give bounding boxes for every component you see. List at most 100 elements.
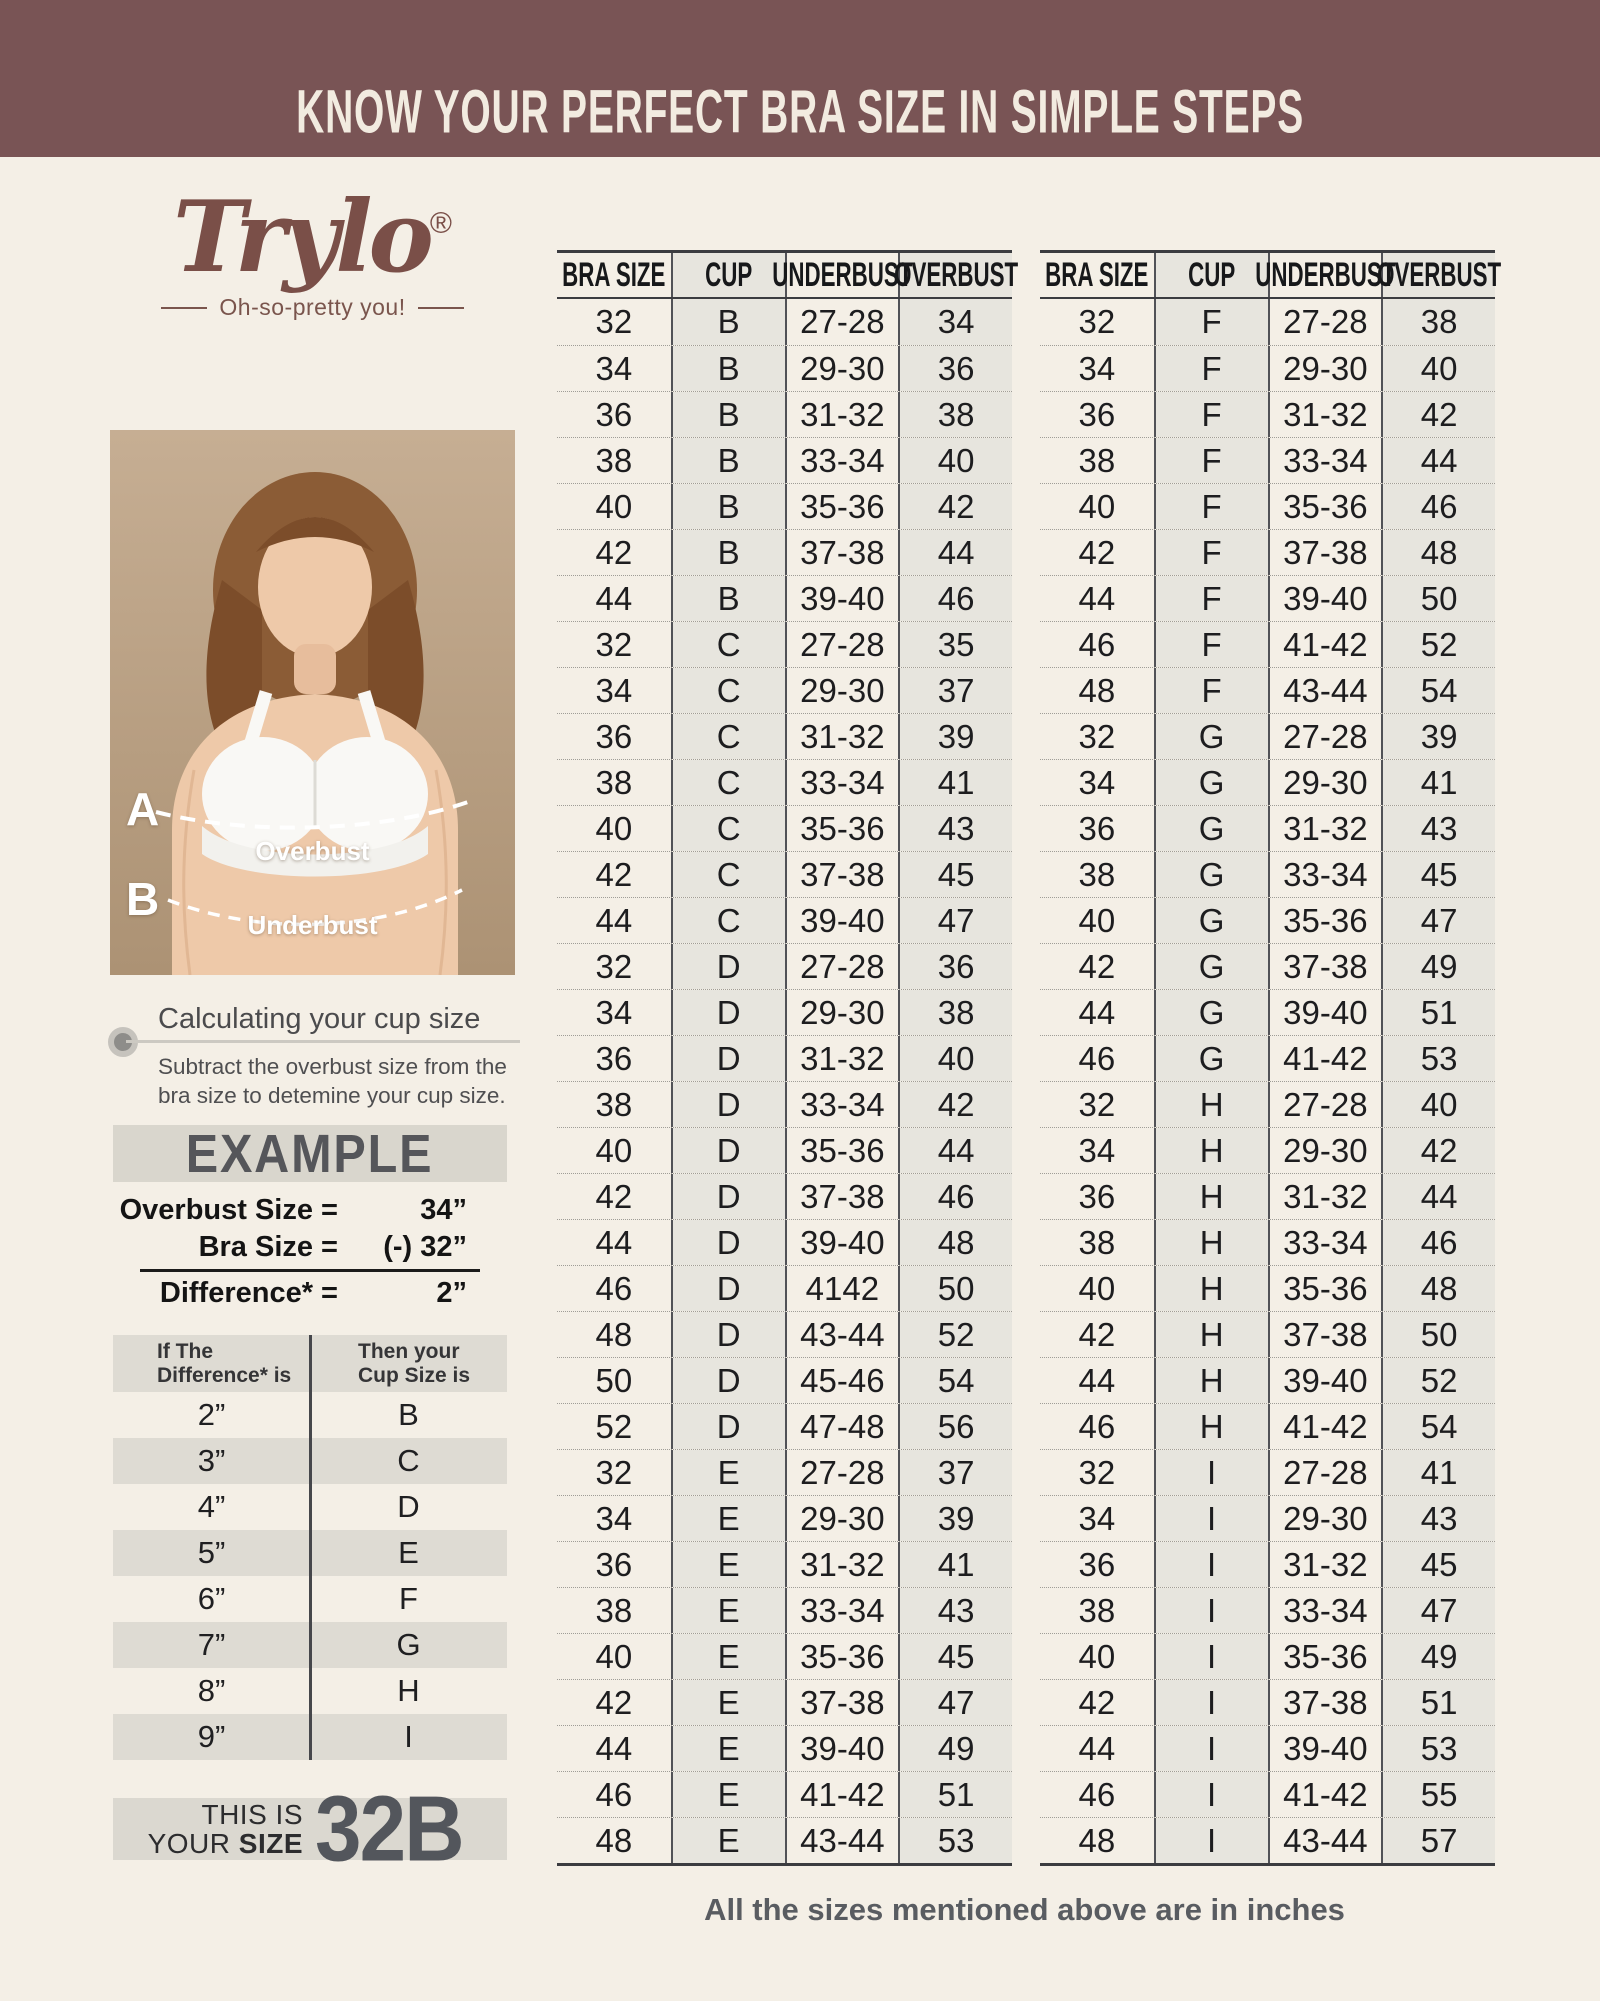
difference-value: 6” <box>197 1581 226 1616</box>
overbust-cell: 51 <box>898 1772 1012 1817</box>
table-row: 52 D 47-48 56 <box>557 1403 1012 1449</box>
cup-value: E <box>398 1535 419 1570</box>
cup-cell: F <box>1153 622 1268 667</box>
underbust-cell: 27-28 <box>784 944 899 989</box>
overbust-cell: 36 <box>898 944 1012 989</box>
underbust-letter-label: B <box>126 873 160 925</box>
bra-size-cell: 42 <box>595 534 633 571</box>
cup-cell: D <box>670 1220 785 1265</box>
overbust-cell: 49 <box>1381 1634 1495 1679</box>
cup-value: D <box>397 1489 420 1524</box>
cup-cell: C <box>670 806 785 851</box>
overbust-cell: 50 <box>1381 1312 1495 1357</box>
overbust-cell: 49 <box>1381 944 1495 989</box>
underbust-cell: 31-32 <box>784 1036 899 1081</box>
overbust-cell: 37 <box>898 668 1012 713</box>
overbust-cell: 42 <box>898 1082 1012 1127</box>
bra-size-cell: 40 <box>1078 488 1116 525</box>
overbust-cell: 53 <box>898 1818 1012 1863</box>
overbust-cell: 41 <box>898 1542 1012 1587</box>
underbust-cell: 39-40 <box>784 1726 899 1771</box>
underbust-cell: 29-30 <box>1267 1128 1382 1173</box>
cup-cell: C <box>670 852 785 897</box>
overbust-cell: 56 <box>898 1404 1012 1449</box>
cup-cell: I <box>1153 1726 1268 1771</box>
table-row: 38 C 33-34 41 <box>557 759 1012 805</box>
size-table-body: 32 F 27-28 38 34 F 29-30 40 36 F 31-32 4… <box>1040 299 1495 1866</box>
table-row: 44 G 39-40 51 <box>1040 989 1495 1035</box>
underbust-cell: 39-40 <box>1267 1726 1382 1771</box>
table-row: 32 G 27-28 39 <box>1040 713 1495 759</box>
cup-cell: D <box>670 1036 785 1081</box>
bra-size-cell: 44 <box>1078 994 1116 1031</box>
cup-cell: C <box>670 898 785 943</box>
underbust-cell: 37-38 <box>784 1680 899 1725</box>
cup-cell: G <box>1153 760 1268 805</box>
bra-size-cell: 32 <box>1078 1086 1116 1123</box>
overbust-cell: 38 <box>898 392 1012 437</box>
table-row: 46 H 41-42 54 <box>1040 1403 1495 1449</box>
underbust-cell: 33-34 <box>784 438 899 483</box>
cup-cell: G <box>1153 898 1268 943</box>
table-row: 36 F 31-32 42 <box>1040 391 1495 437</box>
underbust-cell: 29-30 <box>1267 760 1382 805</box>
underbust-cell: 37-38 <box>784 530 899 575</box>
overbust-cell: 42 <box>898 484 1012 529</box>
overbust-cell: 42 <box>1381 1128 1495 1173</box>
cup-cell: E <box>670 1588 785 1633</box>
bra-size-cell: 40 <box>595 1132 633 1169</box>
bra-size-cell: 32 <box>595 303 633 340</box>
table-row: 46 D 4142 50 <box>557 1265 1012 1311</box>
underbust-cell: 37-38 <box>1267 530 1382 575</box>
cup-cell: D <box>670 990 785 1035</box>
bra-size-cell: 52 <box>595 1408 633 1445</box>
underbust-cell: 45-46 <box>784 1358 899 1403</box>
bra-size-cell: 38 <box>595 442 633 479</box>
cup-column-header: Then your Cup Size is <box>358 1339 471 1387</box>
overbust-cell: 40 <box>898 438 1012 483</box>
overbust-cell: 52 <box>1381 1358 1495 1403</box>
bra-size-cell: 44 <box>1078 1362 1116 1399</box>
example-label: Bra Size = <box>198 1231 338 1263</box>
registered-trademark-icon: ® <box>429 207 453 240</box>
bra-size-cell: 34 <box>595 350 633 387</box>
example-value: 34” <box>420 1194 467 1226</box>
underbust-cell: 29-30 <box>784 668 899 713</box>
table-row: 38 H 33-34 46 <box>1040 1219 1495 1265</box>
underbust-line-label: Underbust <box>247 910 378 940</box>
overbust-cell: 39 <box>898 1496 1012 1541</box>
underbust-cell: 37-38 <box>1267 1312 1382 1357</box>
table-row: 42 D 37-38 46 <box>557 1173 1012 1219</box>
trylo-logo-text: Trylo <box>172 180 434 295</box>
overbust-cell: 34 <box>898 299 1012 345</box>
overbust-dashed-line <box>155 800 469 830</box>
bra-size-cell: 40 <box>1078 1270 1116 1307</box>
table-row: 34 D 29-30 38 <box>557 989 1012 1035</box>
bra-size-cell: 34 <box>1078 1500 1116 1537</box>
result-banner: THIS IS YOUR SIZE 32B <box>113 1782 507 1875</box>
overbust-cell: 46 <box>1381 484 1495 529</box>
underbust-cell: 35-36 <box>784 484 899 529</box>
overbust-cell: 51 <box>1381 990 1495 1035</box>
cup-cell: E <box>670 1726 785 1771</box>
subtraction-rule <box>140 1269 480 1272</box>
underbust-cell: 43-44 <box>1267 1818 1382 1863</box>
bra-size-cell: 44 <box>595 1224 633 1261</box>
example-row-brasize: Bra Size = (-) 32” <box>113 1229 507 1266</box>
underbust-cell: 39-40 <box>1267 576 1382 621</box>
column-header-bra-size: BRA SIZE <box>1045 254 1149 295</box>
overbust-cell: 54 <box>898 1358 1012 1403</box>
cup-cell: D <box>670 1128 785 1173</box>
table-row: 32 E 27-28 37 <box>557 1449 1012 1495</box>
table-row: 38 G 33-34 45 <box>1040 851 1495 897</box>
bra-size-cell: 38 <box>1078 1224 1116 1261</box>
underbust-cell: 37-38 <box>1267 944 1382 989</box>
overbust-cell: 39 <box>1381 714 1495 759</box>
bra-size-cell: 32 <box>595 626 633 663</box>
underbust-cell: 35-36 <box>1267 484 1382 529</box>
result-label: THIS IS YOUR SIZE <box>147 1799 303 1859</box>
calc-heading: Calculating your cup size <box>158 1003 481 1035</box>
overbust-cell: 48 <box>1381 1266 1495 1311</box>
underbust-cell: 33-34 <box>784 1082 899 1127</box>
table-row: 40 H 35-36 48 <box>1040 1265 1495 1311</box>
